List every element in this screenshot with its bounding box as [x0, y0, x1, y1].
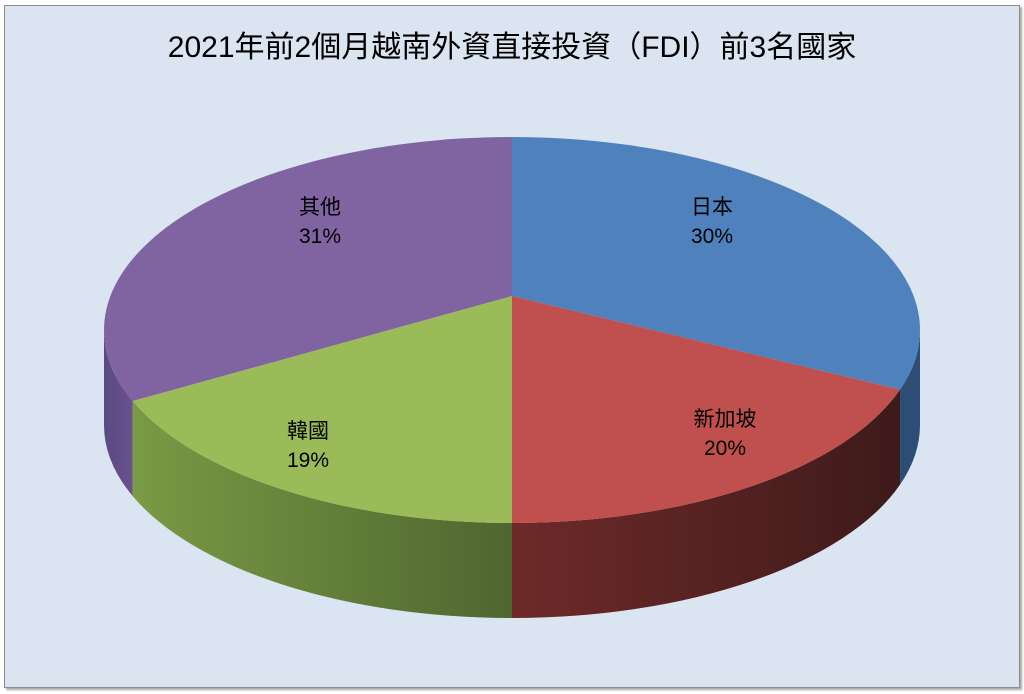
pie-side-3: [104, 330, 133, 497]
pie-slice-3[interactable]: [104, 137, 512, 402]
pie-slice-2[interactable]: [132, 296, 513, 523]
pie-side-2: [132, 401, 513, 618]
pie-side-1: [512, 389, 901, 618]
pie-slice-1[interactable]: [512, 296, 901, 523]
label-percent: 31%: [298, 225, 342, 248]
label-category: 新加坡: [693, 408, 757, 431]
pie-slices: [104, 137, 920, 523]
label-category: 日本: [691, 196, 733, 219]
data-label-other: 其他 31%: [250, 193, 390, 251]
label-category: 韓國: [287, 420, 329, 443]
label-percent: 19%: [286, 449, 330, 472]
pie-sides: [104, 330, 920, 618]
data-label-korea: 韓國 19%: [238, 417, 378, 475]
label-category: 其他: [299, 196, 341, 219]
chart-title: 2021年前2個月越南外資直接投資（FDI）前3名國家: [167, 31, 857, 64]
pie-side-0: [900, 330, 920, 485]
data-label-singapore: 新加坡 20%: [655, 405, 795, 463]
label-percent: 30%: [690, 225, 734, 248]
label-percent: 20%: [703, 437, 747, 460]
data-label-japan: 日本 30%: [642, 193, 782, 251]
pie-slice-0[interactable]: [512, 137, 920, 390]
